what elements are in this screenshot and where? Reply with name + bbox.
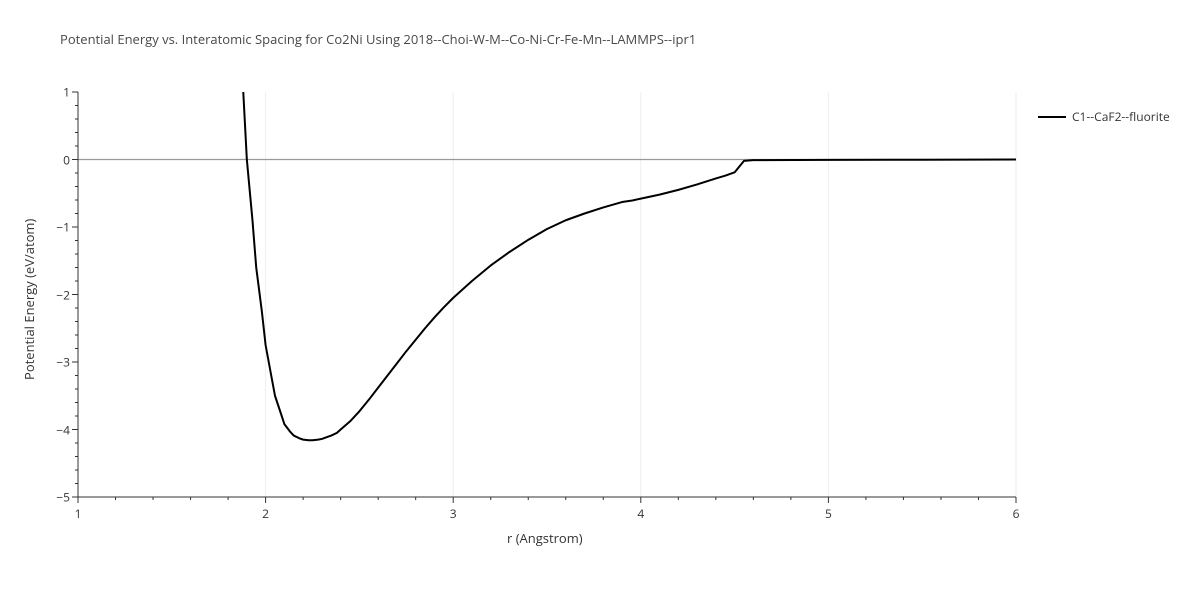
legend[interactable]: C1--CaF2--fluorite	[1038, 108, 1170, 125]
x-tick-label: 2	[262, 505, 269, 522]
x-tick-label: 5	[825, 505, 832, 522]
y-tick-label: −5	[50, 489, 70, 506]
y-tick-label: 0	[50, 151, 70, 168]
chart-container: Potential Energy vs. Interatomic Spacing…	[0, 0, 1200, 600]
x-tick-label: 3	[450, 505, 457, 522]
y-tick-label: 1	[50, 84, 70, 101]
x-tick-label: 1	[75, 505, 82, 522]
y-tick-label: −1	[50, 219, 70, 236]
plot-svg	[0, 0, 1200, 600]
x-tick-label: 4	[637, 505, 644, 522]
x-tick-label: 6	[1013, 505, 1020, 522]
legend-label-0: C1--CaF2--fluorite	[1072, 108, 1170, 125]
legend-swatch-0	[1038, 116, 1066, 118]
y-tick-label: −2	[50, 286, 70, 303]
y-tick-label: −3	[50, 354, 70, 371]
y-tick-label: −4	[50, 421, 70, 438]
series-line[interactable]	[237, 0, 1016, 440]
